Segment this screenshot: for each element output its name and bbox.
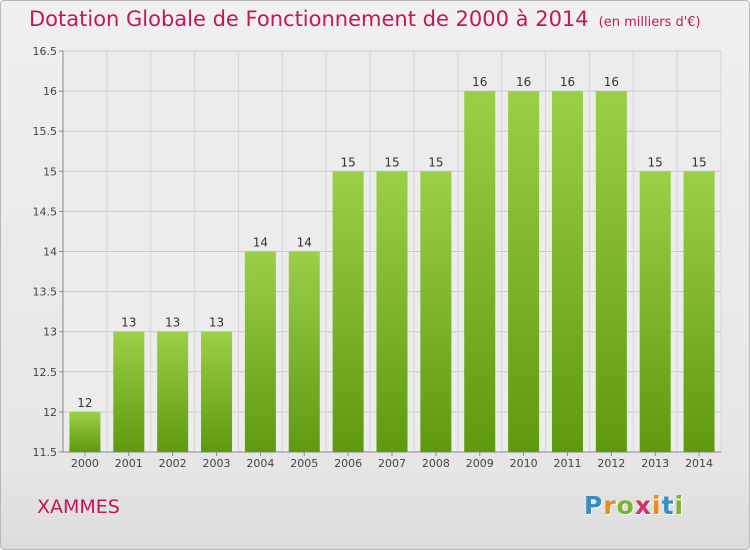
y-tick-label: 13.5 xyxy=(33,286,58,299)
x-tick-label-2005: 2005 xyxy=(290,457,318,470)
value-label-2013: 15 xyxy=(648,155,663,169)
bar-2009 xyxy=(464,91,496,452)
bars xyxy=(69,91,715,453)
value-label-2008: 15 xyxy=(428,155,443,169)
y-tick-label: 12 xyxy=(43,406,57,419)
logo-letter: o xyxy=(616,491,635,520)
bar-2013 xyxy=(639,171,671,453)
x-tick-label-2006: 2006 xyxy=(334,457,362,470)
bar-2011 xyxy=(551,91,583,452)
value-label-2009: 16 xyxy=(472,75,487,89)
value-label-2000: 12 xyxy=(77,396,92,410)
x-tick-label-2007: 2007 xyxy=(378,457,406,470)
bar-2010 xyxy=(508,91,540,452)
bar-2004 xyxy=(244,251,276,452)
x-tick-label-2003: 2003 xyxy=(203,457,231,470)
logo-letter: i xyxy=(674,491,685,520)
logo-letter: i xyxy=(652,491,662,520)
value-label-2010: 16 xyxy=(516,75,531,89)
x-tick-label-2011: 2011 xyxy=(553,457,581,470)
x-tick-label-2001: 2001 xyxy=(115,457,143,470)
logo-letter: x xyxy=(634,491,652,520)
bar-2005 xyxy=(288,251,320,452)
y-tick-label: 14.5 xyxy=(33,205,58,218)
y-tick-label: 15.5 xyxy=(33,125,58,138)
bar-2006 xyxy=(332,171,364,453)
value-label-2011: 16 xyxy=(560,75,575,89)
value-label-2002: 13 xyxy=(165,316,180,330)
bar-2002 xyxy=(157,331,189,452)
data-labels: 12 13 13 13 14 14 15 15 15 16 16 16 16 15 15 xyxy=(77,75,706,410)
x-tick-label-2009: 2009 xyxy=(466,457,494,470)
value-label-2007: 15 xyxy=(384,155,399,169)
x-tick-label-2013: 2013 xyxy=(641,457,669,470)
logo-letter: t xyxy=(661,491,675,520)
axes: 11.5 12 12.5 13 13.5 14 14.5 15 15.5 16 16.5 2000 20… xyxy=(33,45,721,470)
value-label-2004: 14 xyxy=(253,236,268,250)
chart-title: Dotation Globale de Fonctionnement de 20… xyxy=(29,7,701,31)
y-tick-label: 11.5 xyxy=(33,446,58,459)
x-tick-label-2004: 2004 xyxy=(246,457,274,470)
bar-2007 xyxy=(376,171,408,453)
bar-2012 xyxy=(595,91,627,452)
x-tick-label-2012: 2012 xyxy=(597,457,625,470)
value-label-2003: 13 xyxy=(209,316,224,330)
y-tick-label: 12.5 xyxy=(33,366,58,379)
proxiti-logo: Proxiti xyxy=(584,491,684,520)
value-label-2014: 15 xyxy=(691,155,706,169)
value-label-2005: 14 xyxy=(297,236,312,250)
bar-2001 xyxy=(113,331,145,452)
y-tick-label: 16.5 xyxy=(33,45,58,58)
x-tick-label-2000: 2000 xyxy=(71,457,99,470)
x-tick-label-2010: 2010 xyxy=(510,457,538,470)
logo-letter: P xyxy=(584,491,604,520)
x-tick-label-2014: 2014 xyxy=(685,457,713,470)
y-tick-label: 14 xyxy=(43,246,57,259)
value-label-2001: 13 xyxy=(121,316,136,330)
logo-letter: r xyxy=(603,491,617,520)
commune-name: XAMMES xyxy=(37,496,120,518)
y-tick-label: 16 xyxy=(43,85,57,98)
y-tick-label: 15 xyxy=(43,165,57,178)
x-tick-label-2008: 2008 xyxy=(422,457,450,470)
value-label-2012: 16 xyxy=(604,75,619,89)
y-tick-label: 13 xyxy=(43,326,57,339)
chart-title-text: Dotation Globale de Fonctionnement de 20… xyxy=(29,7,589,31)
bar-2008 xyxy=(420,171,452,453)
value-label-2006: 15 xyxy=(340,155,355,169)
bar-2003 xyxy=(201,331,233,452)
bar-2014 xyxy=(683,171,715,453)
chart-subtitle: (en milliers d'€) xyxy=(598,15,701,30)
x-tick-label-2002: 2002 xyxy=(159,457,187,470)
bar-2000 xyxy=(69,411,101,452)
